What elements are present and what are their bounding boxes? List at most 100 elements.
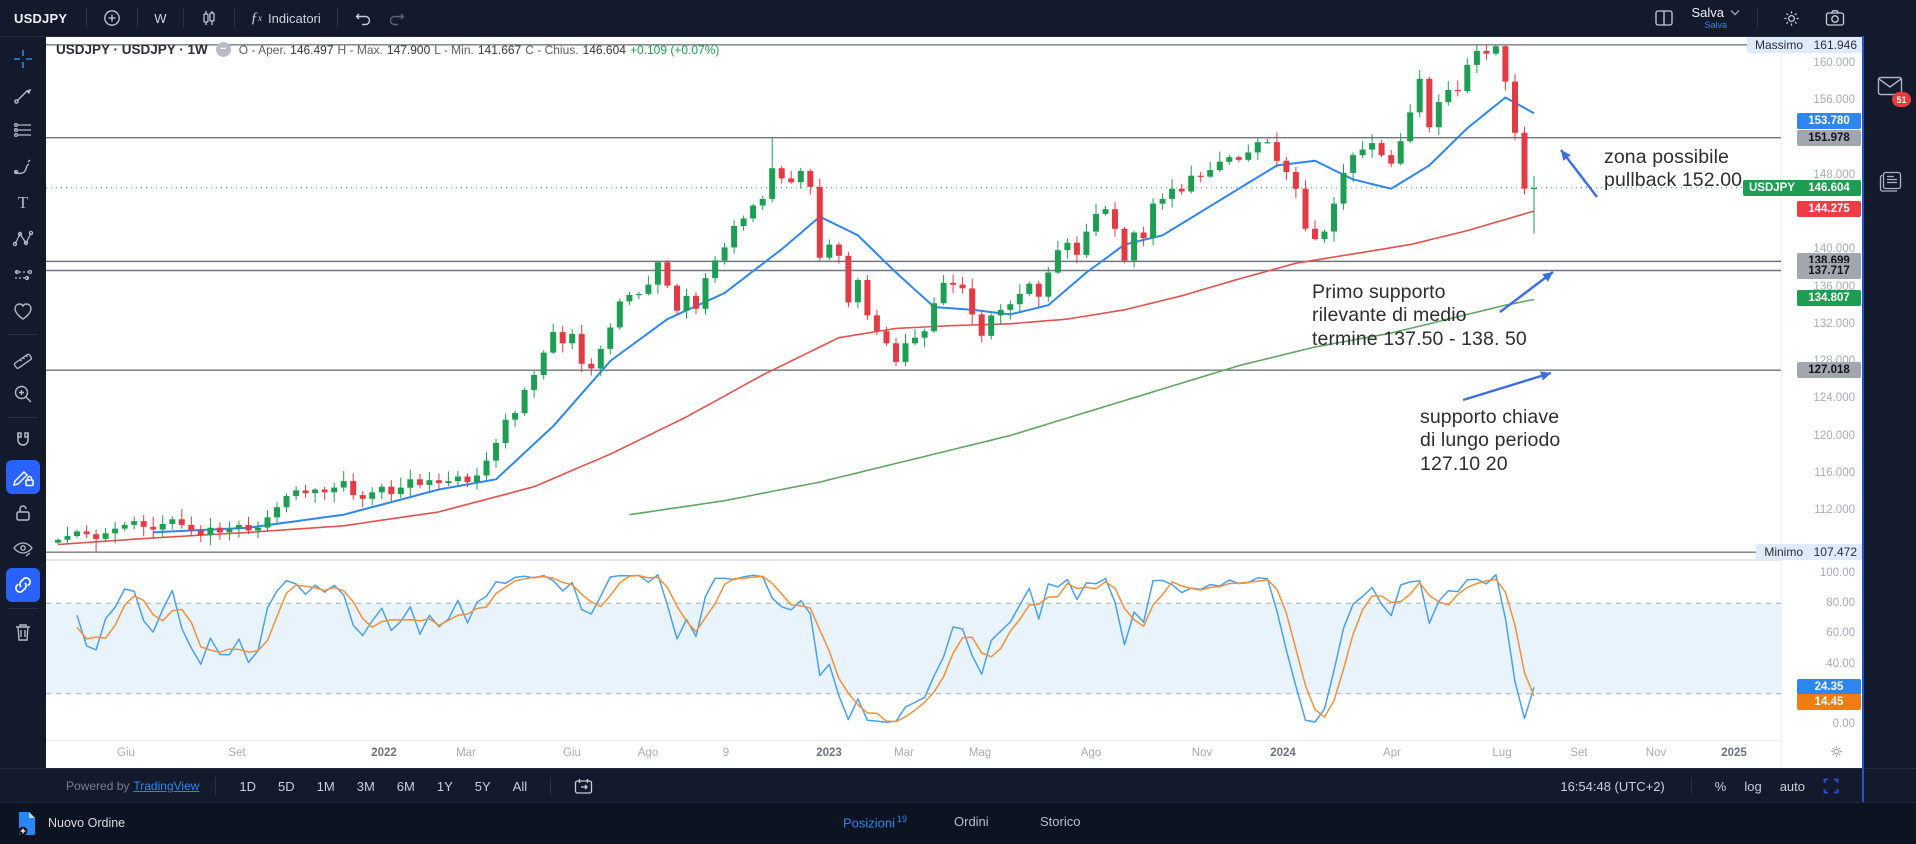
indicator-tick: 60.00: [1826, 627, 1855, 640]
divider: [8, 608, 38, 609]
price-tick: 124.000: [1813, 392, 1855, 405]
indicator-tick: 0.00: [1832, 718, 1855, 730]
camera-icon[interactable]: [1818, 5, 1852, 31]
forecast-tool[interactable]: [6, 258, 40, 292]
drawing-mode-lock-tool[interactable]: [6, 460, 40, 494]
magnet-tool[interactable]: [6, 424, 40, 458]
remove-drawings-tool[interactable]: [6, 615, 40, 649]
tab-storico[interactable]: Storico: [1040, 814, 1081, 829]
indicator-tick: 40.00: [1826, 657, 1855, 670]
price-label: 151.978: [1797, 129, 1861, 146]
time-axis-month: Mag: [968, 747, 992, 759]
measure-tool[interactable]: [6, 341, 40, 375]
log-scale-button[interactable]: log: [1744, 778, 1762, 794]
price-label: 137.717: [1797, 262, 1861, 279]
brush-tool[interactable]: [6, 150, 40, 184]
divider: [86, 8, 88, 28]
crosshair-tool[interactable]: [6, 42, 40, 76]
auto-scale-button[interactable]: auto: [1779, 778, 1805, 794]
price-tick: 136.000: [1813, 280, 1855, 293]
percent-scale-button[interactable]: %: [1714, 778, 1727, 794]
trading-panel: Nuovo Ordine Posizioni 19 Ordini Storico: [0, 802, 1916, 844]
range-button-6m[interactable]: 6M: [396, 778, 415, 794]
new-order-button[interactable]: Nuovo Ordine: [16, 810, 125, 836]
drawing-toolbar: T: [0, 36, 46, 774]
pane-separator[interactable]: [46, 559, 1862, 561]
legend-ohlc: O - Aper. 146.497 H - Max. 147.900 L - Min…: [238, 42, 720, 57]
xabcd-pattern-tool[interactable]: [6, 222, 40, 256]
lock-drawings-tool[interactable]: [6, 496, 40, 530]
legend-hide-icon[interactable]: −: [215, 42, 231, 57]
symbol-add-icon[interactable]: [96, 5, 128, 31]
range-button-1d[interactable]: 1D: [239, 778, 257, 794]
time-axis-month: Lug: [1492, 747, 1512, 759]
price-tick: 116.000: [1814, 466, 1855, 479]
chevron-down-icon: [1730, 9, 1740, 16]
price-scale[interactable]: 160.000156.000152.000148.000144.000140.0…: [1742, 36, 1863, 768]
legend-symbol[interactable]: USDJPY · USDJPY · 1W: [56, 42, 208, 57]
range-button-5d[interactable]: 5D: [278, 778, 295, 794]
divider: [8, 334, 38, 335]
chart-annotation[interactable]: Primo supporto rilevante di medio termine …: [1312, 281, 1527, 350]
tradingview-link[interactable]: TradingView: [133, 779, 200, 793]
zoom-in-tool[interactable]: [6, 377, 40, 411]
main-chart-svg: [46, 44, 1781, 723]
price-tick: 132.000: [1813, 317, 1855, 330]
divider: [233, 8, 235, 28]
tab-posizioni[interactable]: Posizioni 19: [843, 814, 908, 831]
sync-drawings-tool[interactable]: [6, 568, 40, 602]
symbol-price-tag: USDJPY: [1742, 179, 1801, 196]
settings-gear-icon[interactable]: [1775, 5, 1808, 32]
time-axis[interactable]: Giu Set 2022 Mar Giu Ago 9 2023 Mar Mag Ago Nov 2024…: [46, 740, 1781, 769]
pane-settings-gear-icon[interactable]: [1829, 744, 1844, 764]
time-axis-month: Nov: [1191, 747, 1213, 759]
time-axis-month: 9: [722, 747, 730, 759]
interval-button[interactable]: W: [154, 10, 167, 26]
price-label: 153.780: [1797, 112, 1861, 129]
range-button-all[interactable]: All: [512, 778, 528, 794]
trend-line-tool[interactable]: [6, 78, 40, 112]
time-axis-month: Mar: [894, 747, 914, 759]
save-button[interactable]: Salva Salva: [1691, 6, 1740, 30]
divider: [215, 777, 217, 795]
clock-label[interactable]: 16:54:48 (UTC+2): [1560, 778, 1665, 794]
time-axis-month: Giu: [117, 747, 135, 759]
fib-retracement-tool[interactable]: [6, 114, 40, 148]
range-button-3m[interactable]: 3M: [356, 778, 375, 794]
chart-area[interactable]: USDJPY · USDJPY · 1W − O - Aper. 146.497 …: [46, 36, 1863, 769]
time-axis-month: Ago: [1080, 747, 1102, 759]
date-range-row: 1D 5D 1M 3M 6M 1Y 5Y All: [232, 776, 534, 797]
layout-icon[interactable]: [1647, 5, 1681, 31]
news-journal-icon[interactable]: [1878, 171, 1902, 198]
watchlist-splitter[interactable]: [1862, 36, 1864, 802]
price-label: 134.807: [1797, 289, 1861, 306]
mail-badge: 51: [1892, 92, 1911, 107]
time-axis-month: Giu: [563, 747, 581, 759]
redo-icon[interactable]: [381, 6, 413, 30]
fullscreen-icon[interactable]: [1816, 775, 1846, 797]
symbol-button[interactable]: USDJPY: [14, 10, 68, 26]
undo-icon[interactable]: [347, 6, 379, 30]
inbox-mail-icon[interactable]: 51: [1877, 76, 1911, 107]
powered-by-label: Powered by: [66, 779, 130, 793]
chart-annotation[interactable]: zona possibile pullback 152.00: [1604, 146, 1743, 192]
range-button-1y[interactable]: 1Y: [436, 778, 453, 794]
text-tool[interactable]: T: [17, 193, 29, 212]
range-button-5y[interactable]: 5Y: [474, 778, 491, 794]
price-tick: 156.000: [1813, 94, 1855, 107]
price-tick: 160.000: [1813, 57, 1855, 69]
tab-ordini[interactable]: Ordini: [954, 814, 989, 829]
high-price-row: Massimo 161.946: [1746, 36, 1863, 53]
chart-annotation[interactable]: supporto chiave di lungo periodo 127.10 20: [1420, 406, 1561, 475]
range-button-1m[interactable]: 1M: [316, 778, 335, 794]
footer-toolbar: Powered by TradingView 1D 5D 1M 3M 6M 1Y 5Y All…: [0, 768, 1916, 803]
candle-style-icon[interactable]: [193, 5, 225, 31]
emoji-tool[interactable]: [6, 294, 40, 328]
new-order-doc-icon: [16, 810, 38, 836]
right-sidebar: 51: [1864, 36, 1916, 842]
hide-drawings-tool[interactable]: [6, 532, 40, 566]
price-label: 144.275: [1797, 201, 1861, 218]
go-to-date-icon[interactable]: [567, 775, 600, 798]
